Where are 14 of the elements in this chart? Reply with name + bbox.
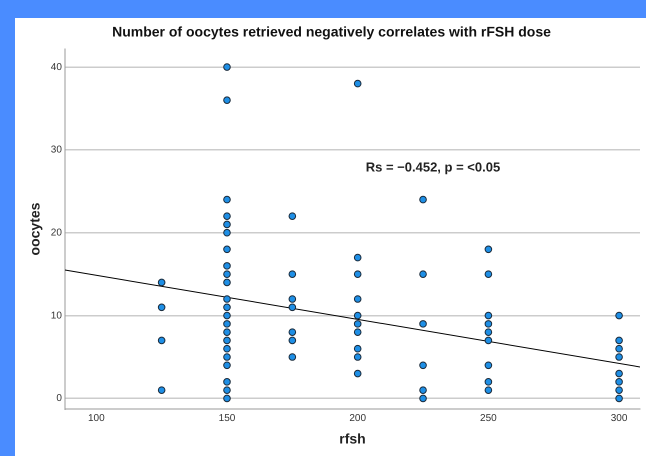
x-tick-label: 200 — [349, 412, 366, 424]
y-axis-title: oocytes — [26, 202, 42, 256]
y-tick-label: 20 — [50, 227, 62, 238]
x-tick-label: 250 — [480, 412, 498, 424]
annotation: Rs = −0.452, p = <0.05 — [366, 159, 500, 174]
y-tick-label: 40 — [50, 62, 62, 73]
x-tick-label: 150 — [218, 412, 236, 424]
y-tick-label: 10 — [50, 310, 62, 322]
x-tick-label: 300 — [610, 412, 628, 424]
y-tick-label: 30 — [50, 144, 62, 156]
chart-title: Number of oocytes retrieved negatively correlates with rFSH dose — [112, 23, 552, 40]
x-tick-label: 100 — [88, 412, 106, 424]
x-axis-title: rfsh — [339, 430, 366, 446]
y-tick-label: 0 — [56, 393, 62, 404]
